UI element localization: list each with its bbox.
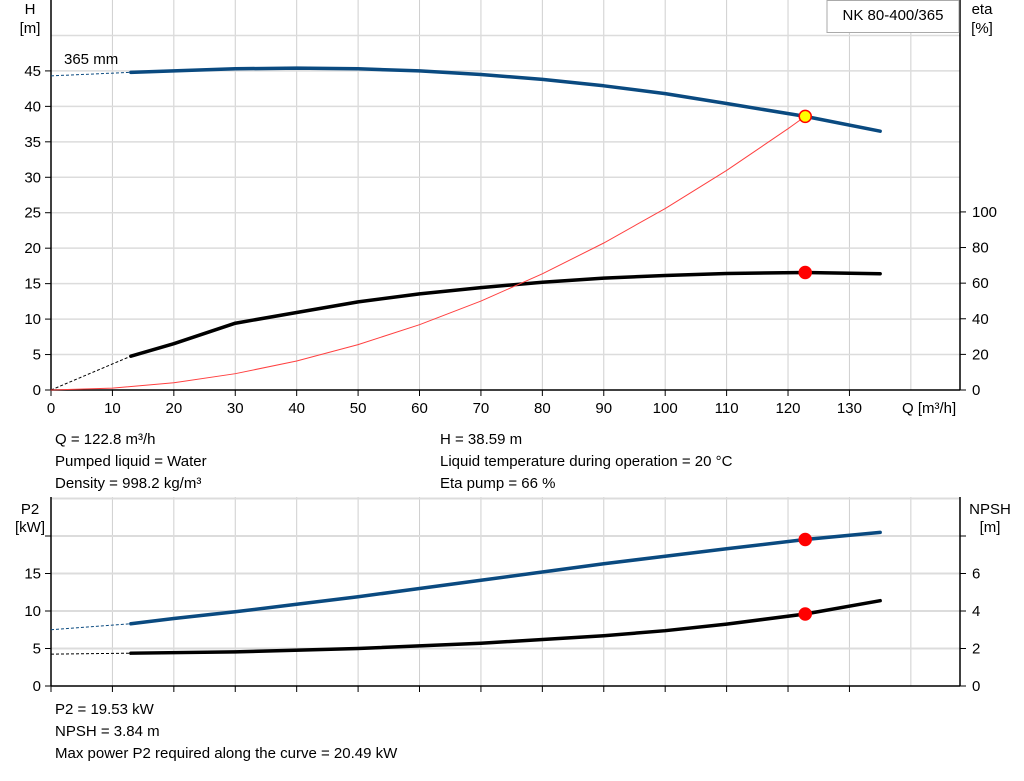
series-npsh-extrapolated xyxy=(50,652,131,655)
y-right-tick-label: 4 xyxy=(972,603,980,620)
bottom-chart xyxy=(45,497,966,692)
x-tick-label: 40 xyxy=(288,400,305,417)
y-left-tick-label: 30 xyxy=(24,169,41,186)
y-left-unit: [kW] xyxy=(15,519,45,536)
duty-point-marker-efficiency xyxy=(798,265,812,280)
y-right-tick-label: 100 xyxy=(972,204,997,221)
y-right-tick-label: 20 xyxy=(972,346,989,363)
y-left-tick-label: 20 xyxy=(24,240,41,257)
y-right-unit: [%] xyxy=(971,20,993,37)
x-tick-label: 60 xyxy=(411,400,428,417)
y-left-tick-label: 15 xyxy=(24,276,41,293)
y-left-label: H xyxy=(25,1,36,18)
info-temperature: Liquid temperature during operation = 20… xyxy=(440,453,733,470)
impeller-diameter-label: 365 mm xyxy=(64,51,118,68)
legend-box xyxy=(826,0,960,33)
x-tick-label: 50 xyxy=(350,400,367,417)
series-power-p2 xyxy=(129,530,882,626)
duty-point-marker-npsh xyxy=(798,607,812,621)
series-efficiency-extrapolated xyxy=(50,355,132,391)
series-npsh xyxy=(129,598,882,655)
duty-point-marker-head xyxy=(798,109,812,124)
x-tick-label: 90 xyxy=(595,400,612,417)
x-tick-label: 10 xyxy=(104,400,121,417)
x-tick-label: 110 xyxy=(715,400,739,417)
series-power-p2-extrapolated xyxy=(50,623,131,631)
y-right-unit: [m] xyxy=(980,519,1001,536)
x-tick-label: 30 xyxy=(227,400,244,417)
duty-point-marker-power-p2 xyxy=(798,532,812,547)
x-tick-label: 130 xyxy=(837,400,862,417)
y-right-tick-label: 0 xyxy=(972,678,980,695)
info-eta: Eta pump = 66 % xyxy=(440,475,556,492)
x-tick-label: 80 xyxy=(534,400,551,417)
info-p2: P2 = 19.53 kW xyxy=(55,701,154,718)
y-left-tick-label: 5 xyxy=(33,347,41,364)
info-max-power: Max power P2 required along the curve = … xyxy=(55,745,398,762)
y-left-tick-label: 25 xyxy=(24,205,41,222)
x-tick-label: 120 xyxy=(776,400,801,417)
series-system-curve xyxy=(50,115,806,391)
info-head: H = 38.59 m xyxy=(440,431,523,448)
x-tick-label: 70 xyxy=(473,400,490,417)
y-right-tick-label: 0 xyxy=(972,382,980,399)
y-left-tick-label: 0 xyxy=(33,678,41,695)
y-right-label: eta xyxy=(972,1,994,18)
y-right-tick-label: 60 xyxy=(972,275,989,292)
series-efficiency xyxy=(129,270,882,358)
info-liquid: Pumped liquid = Water xyxy=(55,453,207,470)
y-left-tick-label: 5 xyxy=(33,641,41,658)
y-right-tick-label: 6 xyxy=(972,566,980,583)
info-npsh: NPSH = 3.84 m xyxy=(55,723,160,740)
y-left-tick-label: 45 xyxy=(24,63,41,80)
y-left-tick-label: 15 xyxy=(24,566,41,583)
x-axis-label: Q [m³/h] xyxy=(902,400,956,417)
y-right-tick-label: 2 xyxy=(972,641,980,658)
y-right-tick-label: 80 xyxy=(972,240,989,257)
y-left-unit: [m] xyxy=(20,20,41,37)
y-left-tick-label: 40 xyxy=(24,98,41,115)
y-right-label: NPSH xyxy=(969,501,1011,518)
x-tick-label: 20 xyxy=(165,400,182,417)
info-density: Density = 998.2 kg/m³ xyxy=(55,475,202,492)
y-right-tick-label: 40 xyxy=(972,311,989,328)
top-chart xyxy=(45,0,966,396)
info-flow: Q = 122.8 m³/h xyxy=(55,431,156,448)
series-head xyxy=(129,66,882,133)
legend-pump-model: NK 80-400/365 xyxy=(843,7,944,24)
x-tick-label: 100 xyxy=(653,400,678,417)
y-left-tick-label: 35 xyxy=(24,134,41,151)
y-left-label: P2 xyxy=(21,501,39,518)
y-left-tick-label: 0 xyxy=(33,382,41,399)
x-tick-label: 0 xyxy=(47,400,55,417)
y-left-tick-label: 10 xyxy=(24,311,41,328)
y-left-tick-label: 10 xyxy=(24,603,41,620)
series-head-extrapolated xyxy=(50,71,131,77)
